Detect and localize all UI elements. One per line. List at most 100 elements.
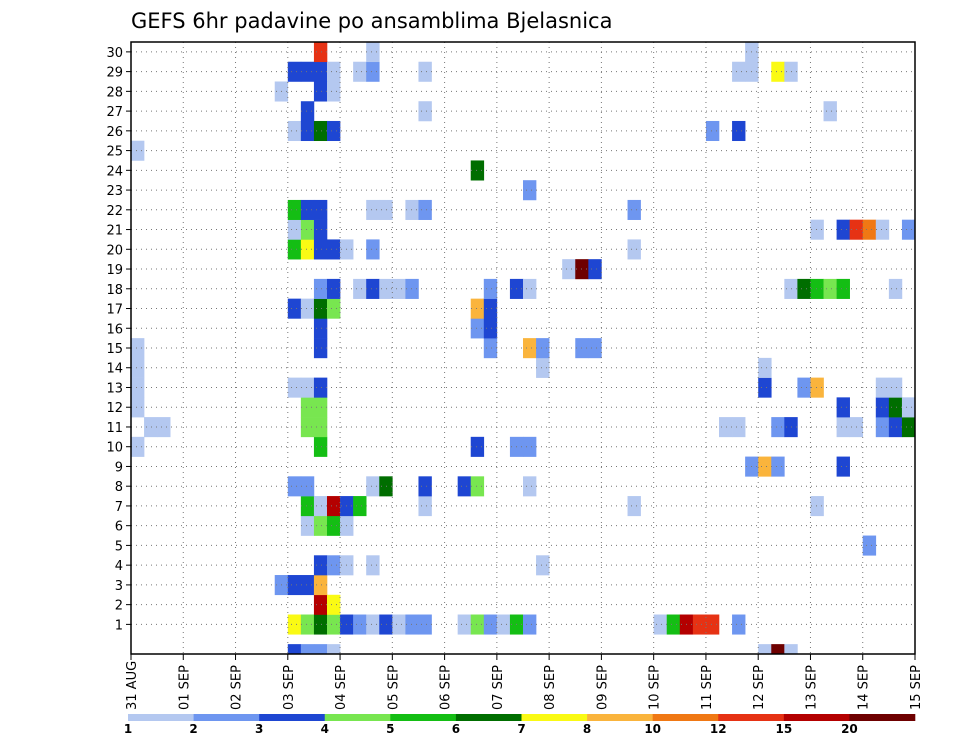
heatmap-cell [313, 199, 328, 220]
legend-level-label: 10 [644, 722, 661, 736]
heatmap-cell [327, 61, 341, 82]
heatmap-cell [300, 515, 315, 536]
heatmap-cell [523, 180, 537, 201]
heatmap-cell [327, 120, 341, 142]
heatmap-cell [300, 239, 315, 260]
heatmap-cell [327, 298, 341, 319]
legend-swatch [521, 714, 588, 721]
heatmap-cell [758, 644, 772, 655]
heatmap-cell [366, 278, 380, 299]
heatmap-cell [705, 120, 720, 142]
heatmap-cell [144, 417, 158, 438]
heatmap-cell [300, 644, 315, 655]
heatmap-cell [836, 417, 850, 438]
legend-swatch [718, 714, 785, 721]
y-tick-label: 24 [106, 164, 123, 179]
heatmap-cell [313, 436, 328, 457]
heatmap-cell [379, 278, 393, 299]
heatmap-cell [366, 239, 380, 260]
heatmap-cell [483, 298, 498, 319]
x-tick-label: 12 SEP [752, 665, 767, 710]
y-tick-label: 18 [106, 283, 123, 298]
legend-level-label: 12 [710, 722, 727, 736]
heatmap-cell [888, 397, 903, 418]
heatmap-cell [418, 61, 432, 82]
heatmap-cell [313, 555, 328, 576]
heatmap-cell [353, 496, 367, 517]
heatmap-cell [313, 42, 328, 63]
heatmap-cell [313, 219, 328, 240]
heatmap-cell [366, 614, 380, 635]
heatmap-cell [313, 594, 328, 615]
heatmap-cell [810, 278, 824, 299]
heatmap-cell [888, 377, 903, 398]
y-tick-label: 1 [115, 618, 123, 633]
legend-level-label: 7 [517, 722, 525, 736]
heatmap-cell [797, 278, 811, 299]
heatmap-cell [523, 476, 537, 497]
heatmap-cell [588, 259, 602, 280]
heatmap-cell [379, 199, 393, 220]
heatmap-cell [287, 298, 302, 319]
heatmap-cell [313, 417, 328, 438]
heatmap-cell [287, 61, 302, 82]
legend-swatch [849, 714, 916, 721]
heatmap-cell [719, 417, 733, 438]
heatmap-cell [405, 614, 419, 635]
y-tick-label: 4 [115, 559, 123, 574]
heatmap-cell [327, 614, 341, 635]
heatmap-cell [862, 535, 877, 556]
heatmap-cell [836, 456, 850, 477]
y-tick-label: 5 [115, 539, 123, 554]
y-tick-label: 19 [106, 263, 123, 278]
heatmap-cell [836, 219, 850, 240]
heatmap-cell [470, 160, 485, 181]
y-axis-ticks: 1234567891011121314151617181920212223242… [106, 46, 131, 633]
heatmap-cell [131, 338, 145, 359]
y-tick-label: 14 [106, 362, 123, 377]
heatmap-cell [313, 644, 328, 655]
heatmap-cell [862, 219, 877, 240]
heatmap-cell [327, 496, 341, 517]
heatmap-cell [875, 377, 890, 398]
legend-level-label: 2 [189, 722, 197, 736]
y-tick-label: 3 [115, 579, 123, 594]
heatmap-cell [157, 417, 171, 438]
x-tick-label: 08 SEP [543, 665, 558, 710]
heatmap-cell [627, 239, 641, 260]
heatmap-cell [366, 476, 380, 497]
x-tick-label: 15 SEP [909, 665, 924, 710]
heatmap-cell [418, 496, 432, 517]
heatmap-cell [353, 614, 367, 635]
heatmap-cell [313, 120, 328, 142]
heatmap-cell [313, 239, 328, 260]
x-tick-label: 04 SEP [334, 665, 349, 710]
y-tick-label: 11 [106, 421, 123, 436]
heatmap-cell [810, 496, 824, 517]
heatmap-cell [313, 575, 328, 596]
y-tick-label: 26 [106, 125, 123, 140]
heatmap-cell [536, 338, 550, 359]
heatmap-cell [287, 377, 302, 398]
heatmap-cell [392, 614, 406, 635]
legend-swatch [324, 714, 391, 721]
x-tick-label: 05 SEP [386, 665, 401, 710]
heatmap-cell [405, 278, 419, 299]
heatmap-cell [327, 644, 341, 655]
heatmap-cell [823, 278, 837, 299]
y-tick-label: 21 [106, 224, 123, 239]
heatmap-cell [300, 476, 315, 497]
heatmap-cell [470, 436, 485, 457]
legend-swatch [128, 714, 194, 721]
heatmap-cell [705, 614, 720, 635]
heatmap-cell [418, 614, 432, 635]
heatmap-cell [562, 259, 576, 280]
heatmap-cell [888, 417, 903, 438]
heatmap-cell [536, 357, 550, 378]
legend-level-label: 5 [386, 722, 394, 736]
y-tick-label: 30 [106, 46, 123, 61]
heatmap-cell [313, 81, 328, 102]
x-tick-label: 11 SEP [700, 665, 715, 710]
heatmap-cell [470, 298, 485, 319]
heatmap-cell [875, 219, 890, 240]
